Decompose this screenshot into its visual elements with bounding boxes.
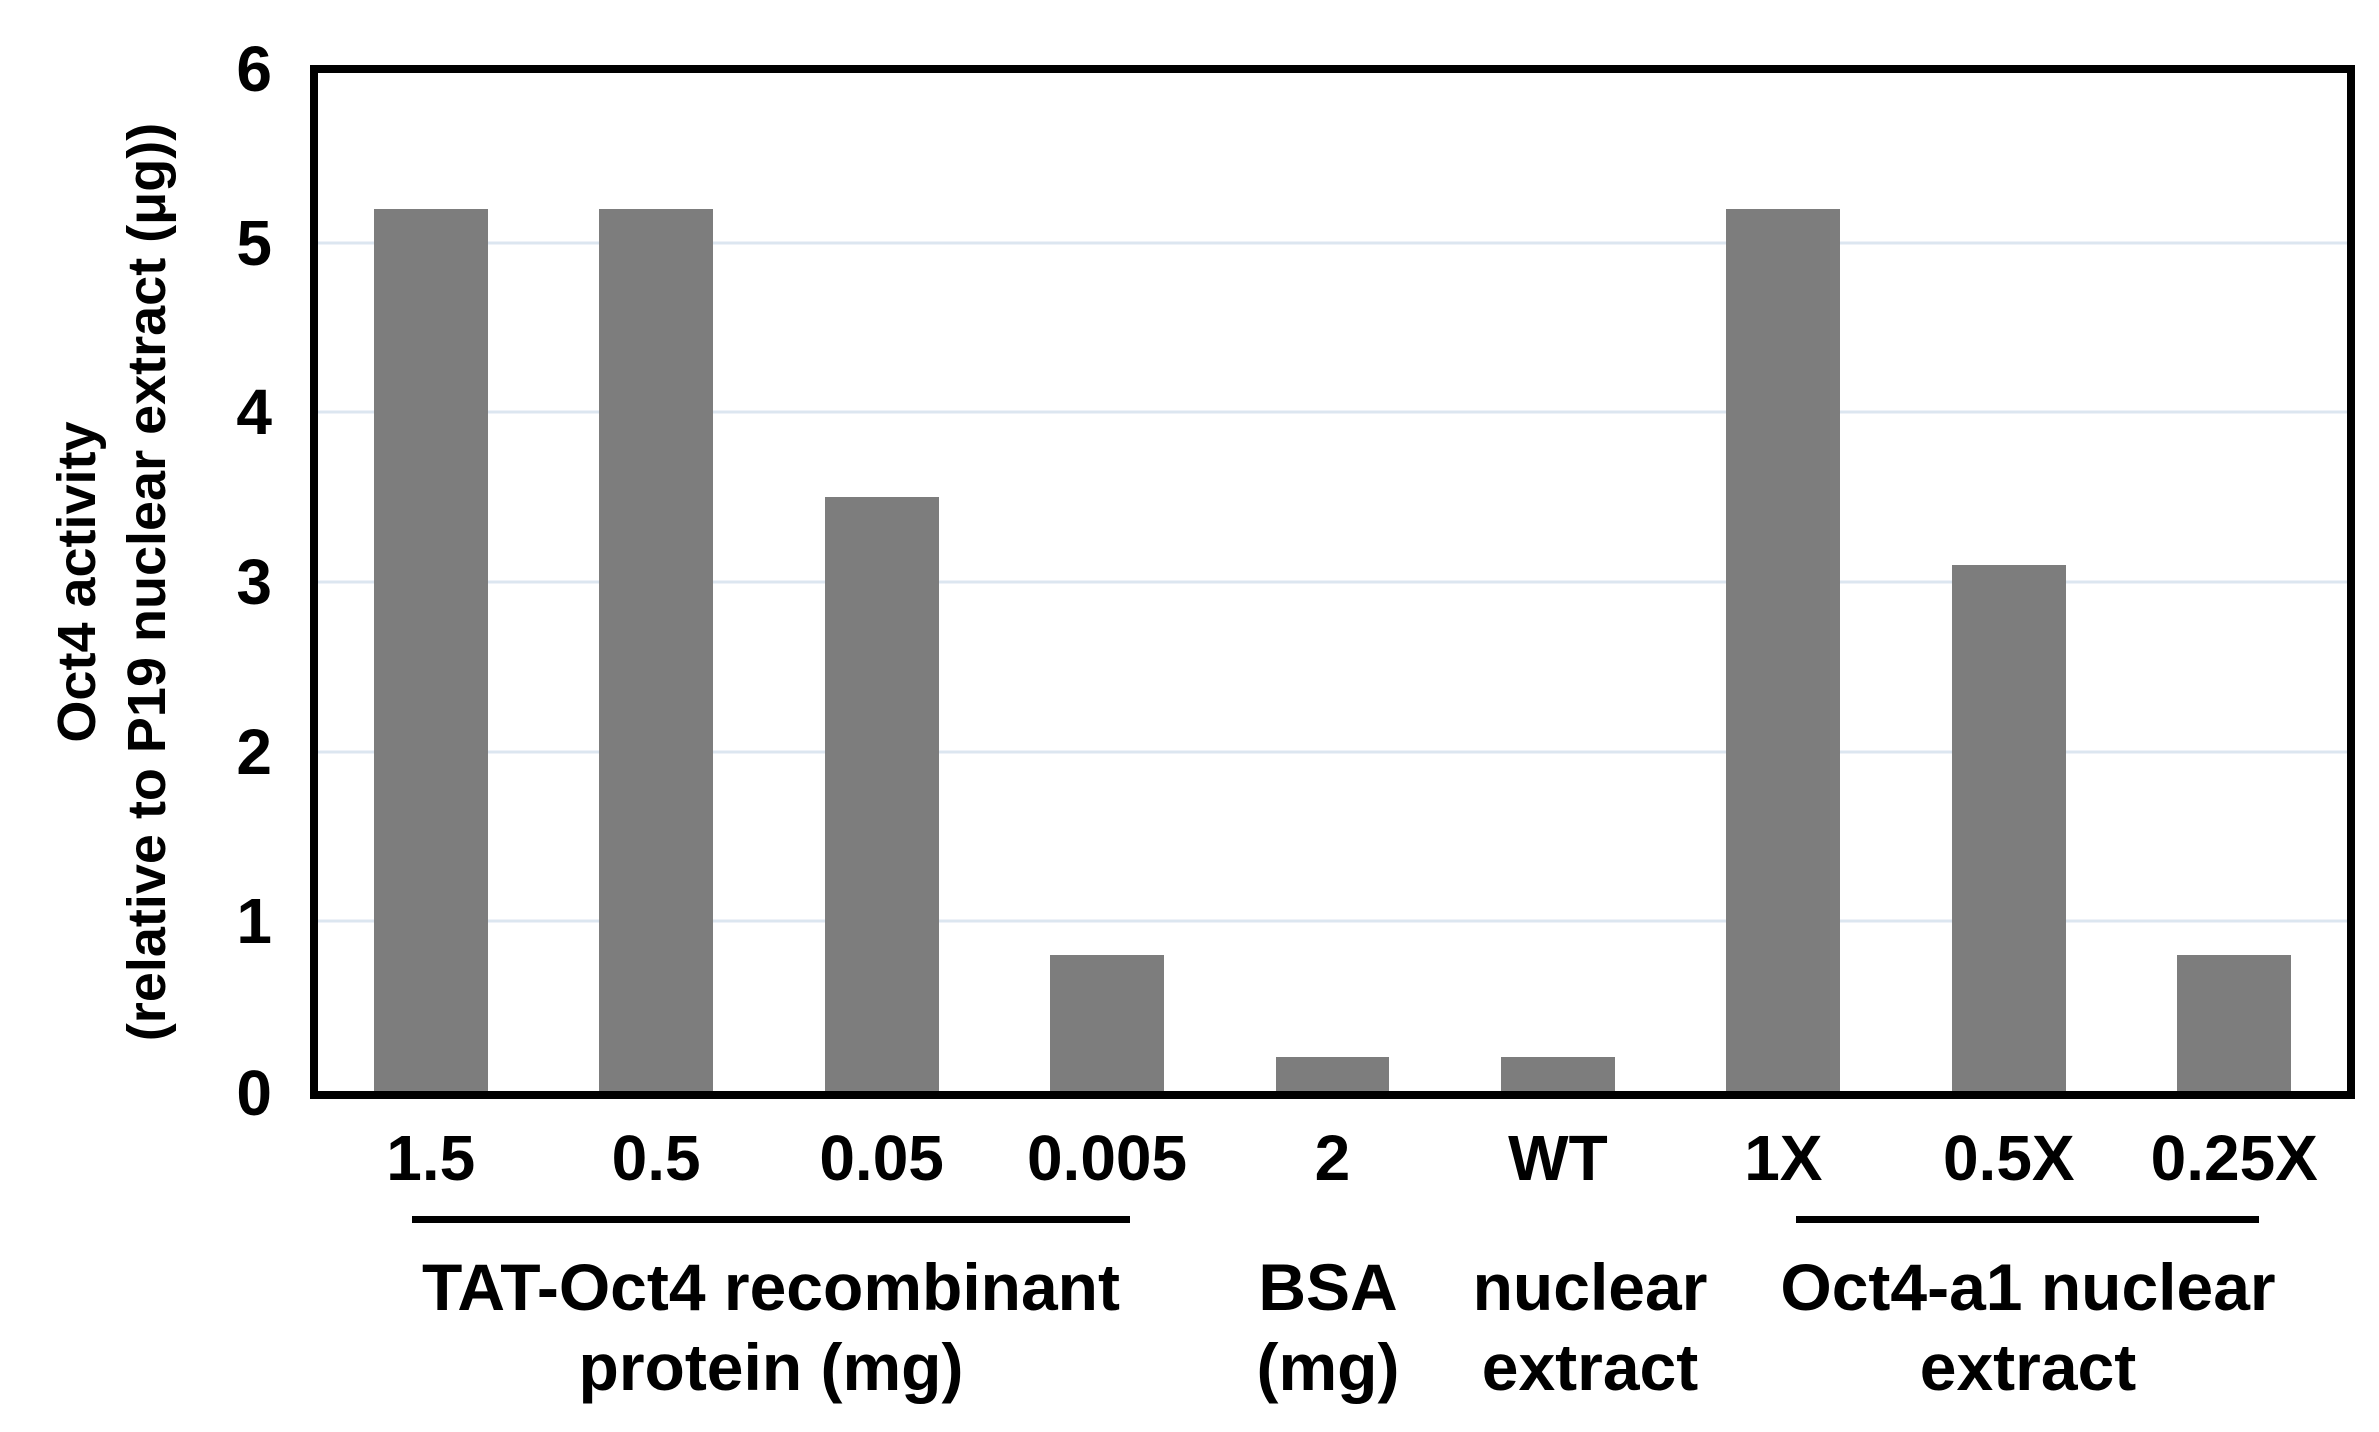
bar-0.25x (2177, 955, 2292, 1091)
gridline-2 (318, 750, 2347, 754)
group-label-line: TAT-Oct4 recombinant (422, 1250, 1120, 1324)
group-label-line: nuclear (1472, 1250, 1708, 1324)
gridline-4 (318, 410, 2347, 414)
group-label-line: extract (1481, 1330, 1699, 1404)
group-underline-oct4-a1 (1796, 1216, 2259, 1223)
group-underline-tat-oct4 (412, 1216, 1130, 1223)
y-tick-label-0: 0 (236, 1057, 272, 1129)
bar-slot (1671, 73, 1896, 1091)
group-label-line: BSA (1258, 1250, 1398, 1324)
x-tick-label: 1.5 (386, 1122, 476, 1194)
group-label-bsa: BSA (mg) (1178, 1247, 1478, 1407)
x-tick-row: 1.5 0.5 0.05 0.005 2 WT 1X 0.5X 0.25X (318, 1120, 2347, 1196)
x-tick-label: 0.05 (819, 1122, 944, 1194)
y-tick-label-5: 5 (236, 207, 272, 279)
group-label-line: protein (mg) (578, 1330, 964, 1404)
bar-0.5x (1951, 565, 2066, 1091)
bar-slot (2122, 73, 2347, 1091)
bar-slot (543, 73, 768, 1091)
gridline-1 (318, 919, 2347, 923)
x-tick-label: WT (1508, 1122, 1608, 1194)
gridline-5 (318, 241, 2347, 245)
y-tick-label-2: 2 (236, 716, 272, 788)
x-tick-label: 0.5X (1942, 1122, 2075, 1194)
x-tick-label: 1X (1744, 1122, 1823, 1194)
gridline-3 (318, 580, 2347, 584)
bar-slot (1445, 73, 1670, 1091)
group-label-line: extract (1919, 1330, 2137, 1404)
bar-0.005 (1050, 955, 1164, 1091)
bar-1.5 (373, 208, 488, 1091)
bar-slot (769, 73, 994, 1091)
y-tick-label-3: 3 (236, 546, 272, 618)
plot-area (310, 65, 2355, 1099)
bar-0.5 (599, 208, 714, 1091)
bar-slot (994, 73, 1219, 1091)
group-label-line: Oct4-a1 nuclear (1780, 1250, 2276, 1324)
bar-0.05 (824, 497, 939, 1091)
bar-slot (318, 73, 543, 1091)
group-label-tat-oct4: TAT-Oct4 recombinant protein (mg) (271, 1247, 1271, 1407)
bar-wt (1500, 1057, 1615, 1091)
x-tick-label: 0.25X (2150, 1122, 2318, 1194)
bar-slot (1220, 73, 1445, 1091)
y-tick-label-4: 4 (236, 376, 272, 448)
group-label-line: (mg) (1256, 1330, 1400, 1404)
x-tick-label: 0.005 (1026, 1122, 1188, 1194)
bar-slot (1896, 73, 2121, 1091)
x-tick-label: 2 (1314, 1122, 1351, 1194)
group-label-nuclear-extract: nuclear extract (1390, 1247, 1790, 1407)
group-label-oct4-a1: Oct4-a1 nuclear extract (1728, 1247, 2328, 1407)
bars-container (318, 73, 2347, 1091)
x-tick-label: 0.5 (611, 1122, 701, 1194)
bar-bsa-2 (1275, 1057, 1390, 1091)
y-tick-label-6: 6 (236, 33, 272, 105)
bar-1x (1726, 208, 1841, 1091)
y-tick-label-1: 1 (236, 885, 272, 957)
